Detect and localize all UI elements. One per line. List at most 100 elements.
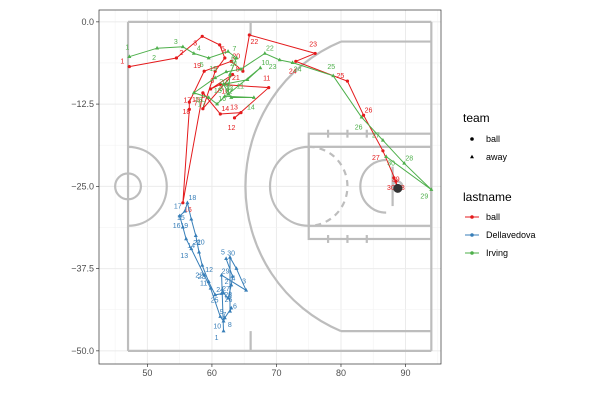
data-point [208, 286, 213, 290]
legend: team ball away lastname ball Dellavedova Irvin… [463, 111, 536, 258]
point-label: 13 [230, 105, 238, 112]
data-point [187, 100, 191, 104]
data-point [224, 69, 229, 74]
data-point [229, 282, 234, 287]
point-label: 19 [209, 66, 217, 73]
data-point [245, 77, 250, 82]
data-point [218, 314, 223, 318]
data-point [180, 224, 185, 229]
data-point [206, 279, 211, 284]
data-point [227, 309, 232, 313]
court-center-inner-circle [114, 172, 143, 201]
point-label: 23 [309, 41, 317, 48]
point-label: 9 [220, 309, 224, 316]
data-point [429, 187, 434, 191]
data-point [219, 272, 224, 277]
data-point [394, 179, 398, 183]
data-point [127, 54, 132, 59]
point-label: 8 [225, 81, 229, 88]
point-label: 7 [222, 312, 226, 319]
point-label: 23 [198, 274, 206, 281]
point-label: 14 [187, 243, 195, 250]
point-label: 14 [221, 106, 229, 113]
legend-dot-ball [470, 215, 474, 219]
data-point [177, 213, 182, 218]
point-label: 18 [182, 109, 190, 116]
point-label: 11 [237, 84, 244, 91]
legend-dot-irving [470, 251, 474, 255]
point-label: 6 [233, 303, 237, 310]
court-center-circle [128, 145, 168, 227]
point-label: 15 [192, 97, 200, 104]
data-point [155, 45, 160, 50]
data-point [213, 292, 218, 297]
data-point [230, 274, 235, 278]
point-label: 25 [337, 73, 345, 80]
point-label: 10 [261, 60, 269, 67]
y-tick-label: −37.5 [71, 264, 94, 274]
point-label: 13 [180, 253, 188, 260]
data-point [313, 51, 317, 56]
data-point [238, 66, 243, 71]
data-point [262, 51, 267, 55]
legend-title-team: team [463, 111, 490, 125]
series-path-ball [129, 34, 399, 203]
data-point [226, 49, 231, 53]
point-label: 19 [193, 63, 201, 70]
x-tick-label: 70 [271, 368, 281, 378]
data-point [202, 272, 207, 277]
legend-label-dellavedova: Dellavedova [486, 230, 536, 240]
point-label: 18 [195, 97, 203, 104]
point-label: 2 [152, 55, 156, 62]
point-label: 12 [225, 88, 233, 95]
x-tick-label: 60 [207, 368, 217, 378]
point-label: 2 [225, 279, 229, 286]
legend-dot-dellavedova [470, 233, 474, 237]
y-tick-label: 0.0 [81, 17, 94, 27]
point-label: 30 [387, 185, 395, 192]
point-label: 15 [214, 88, 222, 95]
data-point [221, 290, 226, 295]
point-label: 3 [242, 278, 246, 285]
data-point [185, 200, 190, 205]
legend-key-away [470, 154, 474, 159]
point-label: 26 [365, 107, 373, 114]
data-point [244, 288, 249, 292]
point-label: 23 [269, 64, 277, 71]
data-point [182, 209, 187, 213]
point-label: 15 [177, 215, 185, 222]
point-label: 14 [247, 105, 255, 112]
point-label: 22 [195, 272, 203, 279]
point-label: 29 [392, 176, 400, 183]
legend-title-lastname: lastname [463, 190, 512, 204]
point-label: 27 [372, 132, 380, 139]
series-layer: 1234567891011121314151617181920212223242… [120, 33, 434, 342]
series-dellavedova: 12 34567891011121314151617181920212223242… [173, 195, 249, 342]
data-point [359, 114, 364, 119]
data-point [229, 95, 234, 99]
data-point [345, 79, 350, 83]
data-point [206, 55, 211, 60]
data-point [222, 93, 227, 98]
x-tick-label: 90 [401, 368, 411, 378]
legend-label-ball: ball [486, 134, 500, 144]
data-point [127, 64, 131, 69]
point-label: 30 [387, 161, 395, 168]
legend-label-irving: Irving [486, 248, 508, 258]
point-label: 24 [216, 287, 224, 294]
point-label: 25 [327, 64, 335, 71]
point-label: 18 [189, 195, 197, 202]
data-point [258, 65, 263, 70]
data-point [181, 201, 185, 205]
data-point [187, 107, 191, 111]
data-point [402, 161, 407, 165]
data-point [189, 246, 194, 251]
legend-key-ball [470, 137, 474, 141]
data-point [191, 51, 196, 55]
point-label: 1 [125, 45, 129, 52]
data-point [202, 69, 206, 73]
court-free-throw-circle-dashed [308, 145, 349, 227]
data-point [200, 263, 205, 267]
point-label: 11 [263, 76, 270, 83]
point-label: 24 [294, 67, 302, 74]
